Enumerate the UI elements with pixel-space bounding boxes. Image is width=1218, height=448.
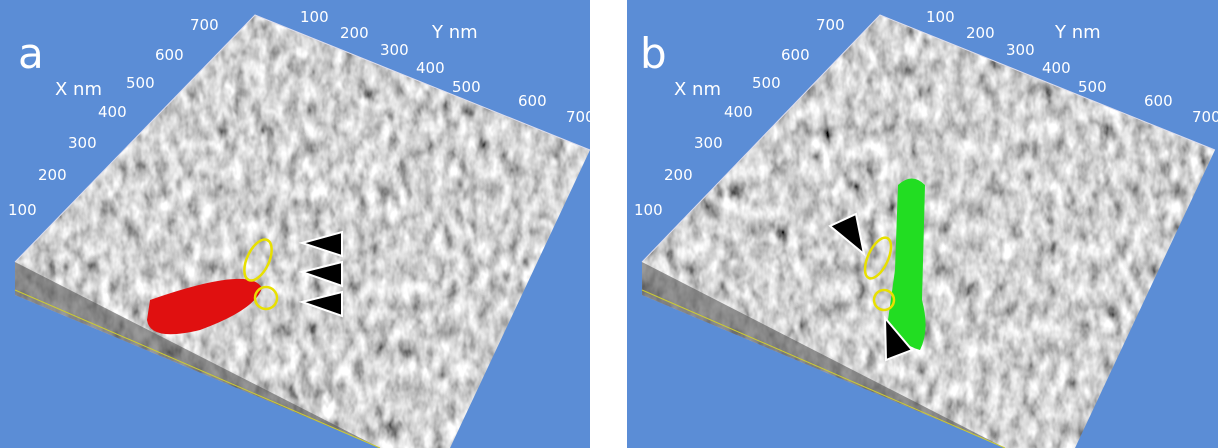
axis-label: X nm <box>55 79 102 100</box>
tick-label: 700 <box>190 16 219 34</box>
tick-label: 700 <box>1192 108 1218 126</box>
tick-label: 400 <box>416 59 445 77</box>
panel-label: b <box>640 29 667 78</box>
tick-label: 100 <box>8 201 37 219</box>
tick-label: 600 <box>155 46 184 64</box>
tick-label: 600 <box>1144 92 1173 110</box>
tick-label: 200 <box>966 24 995 42</box>
tick-label: 500 <box>1078 78 1107 96</box>
tick-label: 400 <box>1042 59 1071 77</box>
tick-label: 500 <box>752 74 781 92</box>
tick-label: 500 <box>126 74 155 92</box>
page: a X nm Y nm 1002003004005006007001002003… <box>0 0 1218 448</box>
tick-label: 400 <box>98 103 127 121</box>
tick-label: 300 <box>380 41 409 59</box>
tick-label: 100 <box>926 8 955 26</box>
tick-label: 500 <box>452 78 481 96</box>
tick-label: 700 <box>816 16 845 34</box>
tick-label: 300 <box>694 134 723 152</box>
tick-label: 200 <box>340 24 369 42</box>
panel-label: a <box>18 29 44 78</box>
tick-label: 300 <box>68 134 97 152</box>
tick-label: 300 <box>1006 41 1035 59</box>
tick-label: 700 <box>566 108 595 126</box>
axis-label: Y nm <box>431 22 478 43</box>
tick-label: 400 <box>724 103 753 121</box>
tick-label: 100 <box>300 8 329 26</box>
tick-label: 600 <box>518 92 547 110</box>
axis-label: Y nm <box>1054 22 1101 43</box>
tick-label: 600 <box>781 46 810 64</box>
tick-label: 200 <box>38 166 67 184</box>
axis-label: X nm <box>674 79 721 100</box>
tick-label: 200 <box>664 166 693 184</box>
tick-label: 100 <box>634 201 663 219</box>
figure: a X nm Y nm 1002003004005006007001002003… <box>0 0 1218 448</box>
